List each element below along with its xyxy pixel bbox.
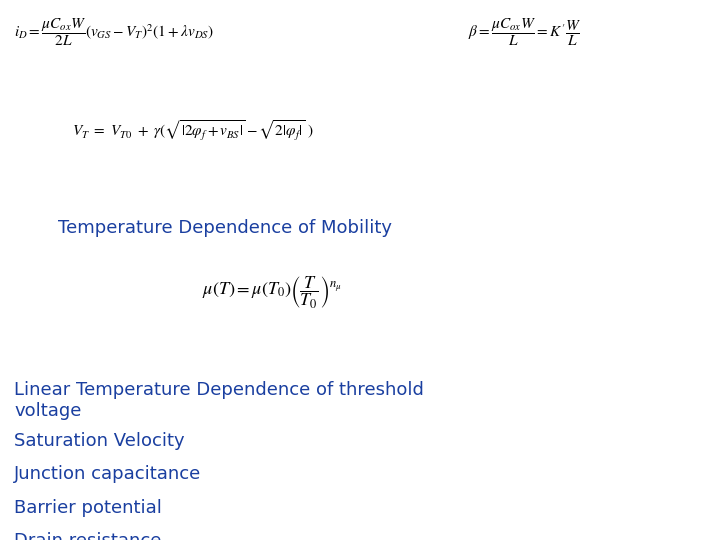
Text: $V_T \ = \ V_{T0} \ + \ \gamma(\sqrt{|2\varphi_f + v_{BS}|} - \sqrt{2|\varphi_f|: $V_T \ = \ V_{T0} \ + \ \gamma(\sqrt{|2\… [72, 119, 314, 143]
Text: $\mu(T) = \mu(T_0)\left(\dfrac{T}{T_0}\right)^{n_\mu}$: $\mu(T) = \mu(T_0)\left(\dfrac{T}{T_0}\r… [202, 275, 342, 312]
Text: Drain resistance: Drain resistance [14, 532, 162, 540]
Text: Temperature Dependence of Mobility: Temperature Dependence of Mobility [58, 219, 392, 237]
Text: Linear Temperature Dependence of threshold
voltage: Linear Temperature Dependence of thresho… [14, 381, 424, 420]
Text: Saturation Velocity: Saturation Velocity [14, 432, 185, 450]
Text: $\beta = \dfrac{\mu C_{ox}W}{L} = K^{\prime}\dfrac{W}{L}$: $\beta = \dfrac{\mu C_{ox}W}{L} = K^{\pr… [468, 16, 581, 48]
Text: $i_D = \dfrac{\mu C_{ox}W}{2L}(v_{GS} - V_T)^2(1 + \lambda v_{DS})$: $i_D = \dfrac{\mu C_{ox}W}{2L}(v_{GS} - … [14, 16, 215, 48]
Text: Junction capacitance: Junction capacitance [14, 465, 202, 483]
Text: Barrier potential: Barrier potential [14, 499, 162, 517]
